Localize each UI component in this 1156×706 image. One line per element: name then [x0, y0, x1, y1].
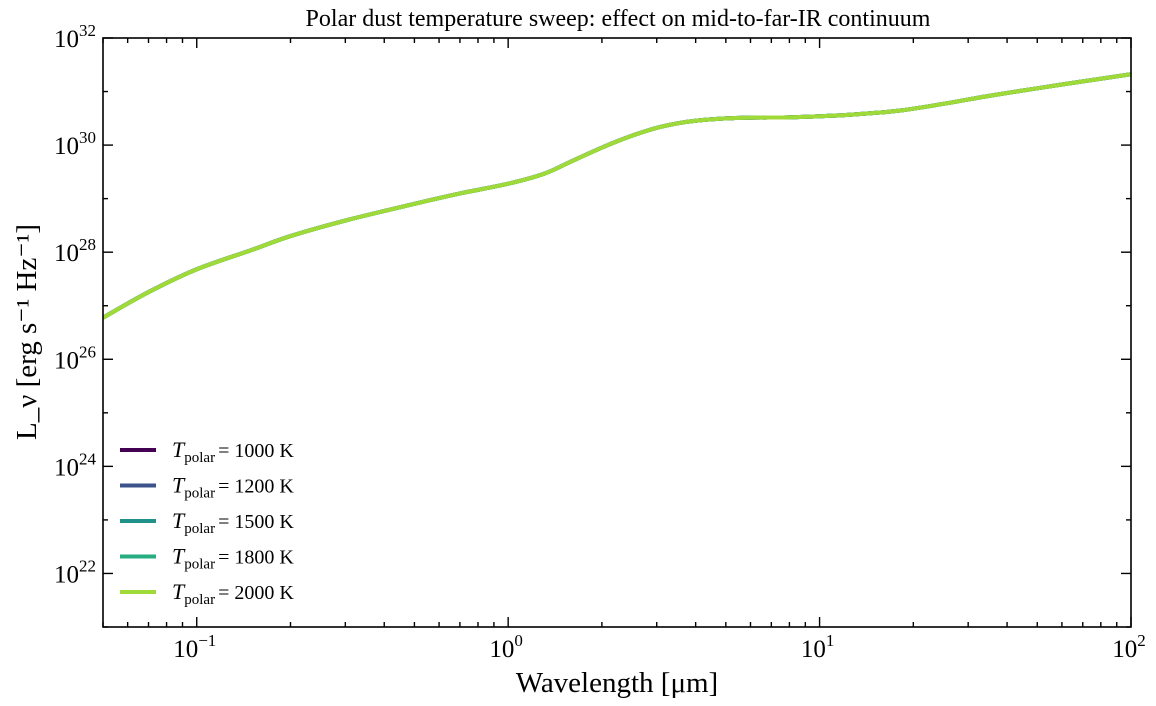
legend-label: Tpolar = 1200 K — [172, 473, 294, 502]
legend: Tpolar = 1000 K Tpolar = 1200 K Tpolar = 1500… — [120, 437, 294, 608]
y-axis-label: L_ν [erg s⁻¹ Hz⁻¹] — [11, 224, 43, 440]
x-tick-label: 10−1 — [173, 631, 216, 663]
y-tick-label: 1028 — [54, 235, 96, 267]
x-tick-label: 100 — [489, 631, 522, 663]
x-tick-label: 102 — [1112, 631, 1146, 663]
y-tick-label: 1032 — [54, 21, 96, 53]
x-axis-label: Wavelength [μm] — [516, 667, 718, 699]
y-tick-label: 1022 — [54, 556, 96, 588]
series-line-5 — [103, 72, 1131, 320]
axis-ticks — [102, 37, 1132, 628]
legend-label: Tpolar = 2000 K — [172, 579, 294, 608]
legend-label: Tpolar = 1000 K — [172, 437, 294, 466]
legend-label: Tpolar = 1500 K — [172, 508, 294, 537]
series-line-2 — [103, 72, 1131, 320]
x-tick-label: 101 — [801, 631, 835, 663]
series-lines — [103, 72, 1131, 320]
series-line-4 — [103, 72, 1131, 320]
plot-frame — [102, 37, 1132, 628]
y-tick-label: 1026 — [54, 342, 96, 374]
chart-title: Polar dust temperature sweep: effect on … — [306, 6, 931, 32]
series-line-3 — [103, 72, 1131, 320]
series-line-1 — [103, 72, 1131, 320]
legend-label: Tpolar = 1800 K — [172, 544, 294, 573]
axis-tick-labels: 10−1 100 101 102 1022 1024 1026 1028 1030 1032 — [54, 21, 1146, 663]
y-tick-label: 1030 — [54, 128, 96, 160]
y-tick-label: 1024 — [54, 449, 97, 481]
